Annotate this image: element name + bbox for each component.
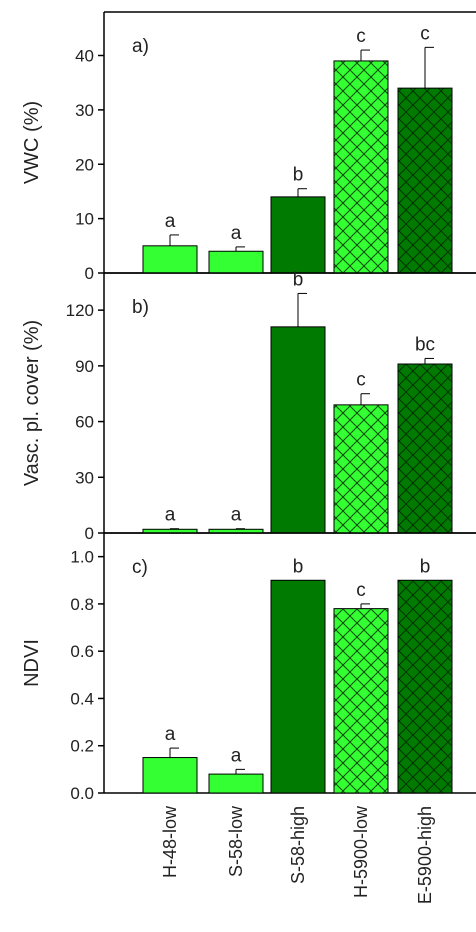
bar-S-58-low (208, 250, 264, 274)
panel-label: c) (132, 557, 148, 578)
x-category-label: S-58-low (226, 805, 246, 877)
y-tick-label: 90 (75, 357, 94, 376)
y-tick-label: 20 (75, 155, 94, 174)
bar-S-58-high (270, 326, 326, 534)
bar-E-5900-high (397, 363, 453, 534)
bar-S-58-high (270, 579, 326, 794)
bar-H-48-low (142, 245, 198, 274)
significance-letter: c (356, 26, 366, 47)
bar-H-5900-low (333, 60, 389, 274)
y-tick-label: 120 (66, 301, 94, 320)
significance-letter: bc (415, 334, 435, 355)
significance-letter: c (356, 580, 366, 601)
significance-letter: b (293, 556, 304, 577)
significance-letter: b (293, 269, 304, 290)
y-tick-label: 60 (75, 413, 94, 432)
significance-letter: c (420, 23, 430, 44)
y-tick-label: 30 (75, 101, 94, 120)
significance-letter: b (420, 556, 431, 577)
x-category-label: E-5900-high (415, 806, 435, 904)
significance-letter: a (231, 223, 242, 244)
x-category-label: S-58-high (288, 806, 308, 884)
significance-letter: b (293, 165, 304, 186)
y-tick-label: 30 (75, 468, 94, 487)
panel-label: b) (132, 297, 149, 318)
bar-S-58-high (270, 196, 326, 274)
y-tick-label: 0.4 (70, 689, 94, 708)
significance-letter: a (165, 211, 176, 232)
significance-letter: a (231, 745, 242, 766)
bar-E-5900-high (397, 579, 453, 794)
significance-letter: a (231, 505, 242, 526)
y-tick-label: 0.6 (70, 642, 94, 661)
significance-letter: a (165, 724, 176, 745)
x-axis-category-labels: H-48-low S-58-low S-58-high H-5900-low E-590… (160, 805, 435, 904)
y-tick-label: 1.0 (70, 548, 94, 567)
y-tick-label: 0.0 (70, 784, 94, 803)
panel-a: 0 10 20 30 40 VWC (%) a) a a b c c (21, 11, 476, 283)
y-axis-title: Vasc. pl. cover (%) (21, 320, 43, 486)
y-tick-label: 0 (85, 264, 94, 283)
bar-S-58-low (208, 773, 264, 794)
y-tick-label: 10 (75, 210, 94, 229)
bar-H-48-low (142, 757, 198, 794)
bar-H-5900-low (333, 404, 389, 534)
significance-letter: c (356, 370, 366, 391)
panel-label: a) (132, 36, 149, 57)
y-tick-label: 0 (85, 524, 94, 543)
y-tick-label: 0.8 (70, 595, 94, 614)
y-tick-label: 40 (75, 47, 94, 66)
x-category-label: H-48-low (160, 805, 180, 878)
bar-E-5900-high (397, 87, 453, 274)
x-category-label: H-5900-low (351, 805, 371, 898)
y-axis-title: VWC (%) (21, 101, 43, 184)
significance-letter: a (165, 505, 176, 526)
y-tick-label: 0.2 (70, 737, 94, 756)
bar-H-5900-low (333, 608, 389, 794)
panel-c: 0.0 0.2 0.4 0.6 0.8 1.0 NDVI c) a a b c b (21, 532, 476, 803)
y-axis-title: NDVI (21, 639, 43, 687)
